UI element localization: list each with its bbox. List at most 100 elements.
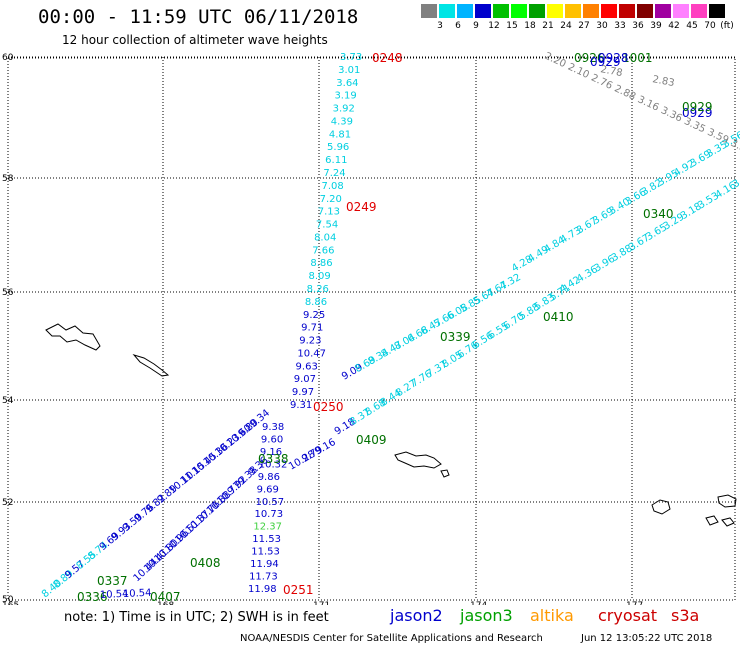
legend-label: 21 — [542, 21, 554, 31]
island-4 — [440, 469, 450, 478]
island-7 — [705, 515, 719, 526]
swh-value: 10.47 — [297, 348, 326, 359]
island-1 — [45, 323, 101, 351]
swh-value: 9.16 — [313, 437, 338, 458]
swh-value: 3.19 — [334, 91, 356, 102]
legend-swatch — [637, 4, 653, 18]
legend-swatch — [583, 4, 599, 18]
legend-swatch — [439, 4, 455, 18]
legend-label: 24 — [560, 21, 572, 31]
swh-value: 11.94 — [250, 559, 279, 570]
track-jason3: 0929 — [682, 100, 713, 114]
swh-value: 3.67 — [731, 170, 740, 191]
swh-value: 7.13 — [318, 207, 340, 218]
footer-note: note: 1) Time is in UTC; 2) SWH is in fe… — [64, 610, 329, 625]
pass-time-label: 0409 — [356, 433, 387, 447]
swh-value: 11.73 — [249, 572, 278, 583]
swh-value: 11.53 — [251, 547, 280, 558]
legend-label: 39 — [650, 21, 662, 31]
swh-value: 3.39 — [729, 138, 740, 157]
pass-time-label: 0929 — [682, 106, 713, 120]
satellite-label-jason2: jason2 — [390, 606, 443, 625]
swh-value: 3.73 — [340, 52, 362, 63]
island-3 — [394, 451, 442, 469]
legend-swatch — [457, 4, 473, 18]
swh-value: 12.37 — [253, 522, 282, 533]
swh-value: 8.04 — [314, 232, 336, 243]
track-cryosat: 0928 — [598, 51, 629, 65]
map-subtitle: 12 hour collection of altimeter wave hei… — [62, 33, 328, 47]
legend-swatch — [547, 4, 563, 18]
legend-swatch — [529, 4, 545, 18]
swh-value: 7.66 — [312, 245, 334, 256]
satellite-label-jason3: jason3 — [460, 606, 513, 625]
legend-swatch — [673, 4, 689, 18]
satellite-label-s3a: s3a — [671, 606, 700, 625]
swh-value: 3.01 — [338, 65, 360, 76]
generated-timestamp: Jun 12 13:05:22 UTC 2018 — [581, 633, 713, 644]
legend-label: 27 — [578, 21, 590, 31]
pass-time-label: 0338 — [258, 452, 289, 466]
swh-value: 9.38 — [262, 422, 284, 433]
swh-value: 4.39 — [331, 116, 353, 127]
track-jason3: 0408 — [190, 556, 221, 570]
swh-value: 9.63 — [296, 361, 318, 372]
legend-swatch — [475, 4, 491, 18]
legend-label: 42 — [668, 21, 680, 31]
pass-time-label: 0251 — [283, 583, 314, 597]
legend-label: 33 — [614, 21, 626, 31]
legend-swatch — [709, 4, 725, 18]
track-altika: 0926 — [574, 51, 605, 65]
map-frame — [7, 56, 736, 601]
wave-height-map: 3.73 3.01 3.64 3.19 3.924.39 4.81 5.96 6.11 7.24… — [2, 51, 740, 605]
swh-value: 10.73 — [254, 509, 283, 520]
satellite-label-altika: altika — [530, 606, 574, 625]
track-s3a: 2.78 2.83 1001 — [599, 51, 675, 89]
legend-swatch — [421, 4, 437, 18]
coastlines — [45, 323, 737, 527]
swh-value: 9.71 — [301, 323, 323, 334]
pass-time-label: 0926 — [574, 51, 605, 65]
swh-value: 2.78 — [599, 64, 623, 79]
lat-lon-grid — [7, 56, 736, 601]
swh-value: 7.54 — [316, 220, 338, 231]
swh-value: 10.54 — [100, 589, 129, 601]
pass-time-label: 0408 — [190, 556, 221, 570]
swh-value: 6.11 — [325, 155, 347, 166]
lon-tick-label: 177 — [626, 601, 643, 605]
credit-line: NOAA/NESDIS Center for Satellite Applica… — [240, 633, 543, 644]
swh-value: 2.88 — [612, 83, 637, 102]
pass-time-label: 0339 — [440, 330, 471, 344]
pass-time-label: 0407 — [150, 590, 181, 604]
legend-label: 18 — [524, 21, 536, 31]
altimeter-tracks: 3.73 3.01 3.64 3.19 3.924.39 4.81 5.96 6.11 7.24… — [40, 51, 740, 604]
swh-value: 9.97 — [292, 387, 314, 398]
track-jason3: 8.408.899.578.558.749.699.939.509.769.82… — [40, 408, 272, 604]
swh-value: 9.60 — [261, 434, 283, 445]
legend-swatch — [565, 4, 581, 18]
swh-value: 8.86 — [305, 297, 327, 308]
island-5 — [651, 499, 671, 515]
swh-value: 7.24 — [323, 168, 345, 179]
swh-value: 9.25 — [303, 310, 325, 321]
swh-value: 9.07 — [294, 374, 316, 385]
swh-value: 10.57 — [256, 497, 285, 508]
legend-label: 30 — [596, 21, 608, 31]
lat-tick-label: 60 — [2, 53, 14, 63]
lat-tick-label: 56 — [2, 288, 14, 298]
legend-label: 6 — [455, 21, 461, 31]
legend-swatch — [619, 4, 635, 18]
track-jason2: 0251 — [283, 583, 314, 597]
track-cryosat: 0929 — [590, 55, 621, 69]
swh-value: 9.86 — [258, 472, 280, 483]
legend-unit: (ft) — [720, 21, 734, 31]
swh-value: 7.08 — [321, 181, 343, 192]
legend-label: 9 — [473, 21, 479, 31]
lon-tick-label: 165 — [2, 601, 19, 605]
swh-value: 7.20 — [320, 194, 342, 205]
pass-time-label: 0250 — [313, 400, 344, 414]
lat-tick-label: 58 — [2, 174, 14, 184]
pass-time-label: 0337 — [97, 574, 128, 588]
legend-label: 3 — [437, 21, 443, 31]
